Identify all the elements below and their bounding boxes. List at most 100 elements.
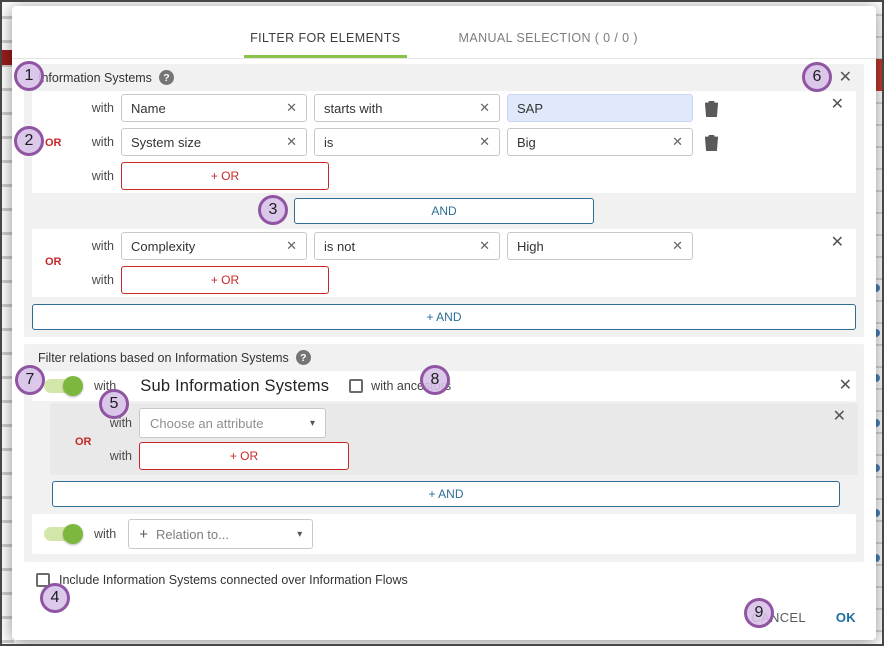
add-and-button[interactable]: + AND [52,481,840,507]
or-group-1: ✕ OR with Name ✕ starts with ✕ [32,91,856,193]
with-toggle[interactable] [44,376,83,396]
clear-attribute-icon[interactable]: ✕ [286,134,297,149]
relation-to-dropdown[interactable]: + Relation to... ▾ [128,519,314,549]
tab-bar: FILTER FOR ELEMENTS MANUAL SELECTION ( 0… [12,6,876,59]
relation-attribute-group: ✕ OR with Choose an attribute ▾ with + O… [50,403,858,475]
operator-value: is not [324,238,356,254]
operator-input[interactable]: is not ✕ [314,232,500,260]
operator-value: is [324,134,334,150]
with-label: with [94,527,117,541]
background-bullet-icon [872,464,880,472]
filter-row: with Choose an attribute ▾ [50,405,858,441]
annotation-circle-4: 4 [40,583,70,613]
attribute-dropdown[interactable]: Choose an attribute ▾ [139,408,326,438]
with-label: with [91,135,114,149]
operator-input[interactable]: starts with ✕ [314,94,500,122]
dialog-content: Information Systems ? ✕ ✕ OR with Name ✕ [12,59,876,587]
clear-operator-icon[interactable]: ✕ [479,100,490,115]
or-connector-label: OR [75,436,92,448]
filter-row: with + OR [32,159,856,193]
add-or-button[interactable]: + OR [121,266,329,294]
with-label: with [109,416,132,430]
value-input[interactable]: Big ✕ [507,128,693,156]
background-bullet-icon [872,419,880,427]
operator-input[interactable]: is ✕ [314,128,500,156]
or-connector-label: OR [45,256,62,268]
delete-row-icon[interactable] [700,97,722,119]
delete-row-icon[interactable] [700,131,722,153]
add-or-button[interactable]: + OR [139,442,349,470]
background-bullet-icon [872,554,880,562]
background-page-left [2,2,14,644]
clear-attribute-icon[interactable]: ✕ [286,100,297,115]
element-filter-header: Information Systems ? ✕ [24,64,864,91]
remove-element-filter-icon[interactable]: ✕ [838,68,852,86]
ok-button[interactable]: OK [835,610,856,625]
filter-row: with Complexity ✕ is not ✕ High ✕ [32,229,856,263]
filter-row: with Name ✕ starts with ✕ SAP [32,91,856,125]
attribute-input[interactable]: System size ✕ [121,128,307,156]
with-ancestors-checkbox[interactable] [349,379,364,393]
value-input[interactable]: SAP [507,94,693,122]
value-text: SAP [517,100,544,116]
annotation-circle-8: 8 [420,365,450,395]
or-group-2: ✕ OR with Complexity ✕ is not ✕ [32,229,856,297]
relation-to-placeholder: Relation to... [156,526,229,542]
remove-attribute-group-icon[interactable]: ✕ [832,408,846,425]
operator-value: starts with [324,100,383,116]
clear-attribute-icon[interactable]: ✕ [286,238,297,253]
relation-filter-header: Filter relations based on Information Sy… [24,344,864,371]
background-bullet-icon [872,509,880,517]
with-label: with [91,169,114,183]
clear-operator-icon[interactable]: ✕ [479,238,490,253]
plus-icon: + [139,525,148,543]
filter-row: with System size ✕ is ✕ Big ✕ [32,125,856,159]
element-filter-title: Information Systems [38,70,152,85]
include-flows-checkbox[interactable] [36,573,50,587]
filter-dialog: FILTER FOR ELEMENTS MANUAL SELECTION ( 0… [12,6,876,640]
with-toggle[interactable] [44,524,83,544]
or-connector-label: OR [45,137,62,149]
value-text: High [517,238,544,254]
add-and-button[interactable]: + AND [32,304,856,330]
attribute-value: Complexity [131,238,196,254]
with-label: with [109,449,132,463]
filter-row: with + OR [32,263,856,297]
remove-relation-icon[interactable]: ✕ [838,377,852,394]
relation-name: Sub Information Systems [140,376,330,395]
annotation-circle-7: 7 [15,365,45,395]
value-input[interactable]: High ✕ [507,232,693,260]
attribute-input[interactable]: Name ✕ [121,94,307,122]
attribute-value: System size [131,134,202,150]
remove-or-group-1-icon[interactable]: ✕ [830,96,844,113]
background-bullet-icon [872,374,880,382]
clear-value-icon[interactable]: ✕ [672,238,683,253]
remove-or-group-2-icon[interactable]: ✕ [830,234,844,251]
tab-filter-for-elements[interactable]: FILTER FOR ELEMENTS [244,31,407,58]
with-label: with [91,273,114,287]
chevron-down-icon: ▾ [309,417,315,429]
annotation-circle-1: 1 [14,61,44,91]
clear-operator-icon[interactable]: ✕ [479,134,490,149]
tab-manual-selection[interactable]: MANUAL SELECTION ( 0 / 0 ) [458,31,638,45]
background-red-fragment-left [2,50,13,65]
with-label: with [91,101,114,115]
add-or-button[interactable]: + OR [121,162,329,190]
element-filter-section: Information Systems ? ✕ ✕ OR with Name ✕ [24,64,864,337]
attribute-placeholder: Choose an attribute [150,415,264,431]
relation-filter-title: Filter relations based on Information Sy… [38,350,289,365]
filter-row: with + OR [50,441,858,471]
background-bullet-icon [872,284,880,292]
annotation-circle-5: 5 [99,389,129,419]
with-label: with [91,239,114,253]
include-flows-label: Include Information Systems connected ov… [59,573,408,587]
attribute-input[interactable]: Complexity ✕ [121,232,307,260]
clear-value-icon[interactable]: ✕ [672,134,683,149]
annotation-circle-9: 9 [744,598,774,628]
help-icon[interactable]: ? [158,70,174,85]
value-text: Big [517,134,536,150]
and-connector-button[interactable]: AND [294,198,594,224]
help-icon[interactable]: ? [295,350,311,365]
and-connector-wrap: AND [24,193,864,229]
